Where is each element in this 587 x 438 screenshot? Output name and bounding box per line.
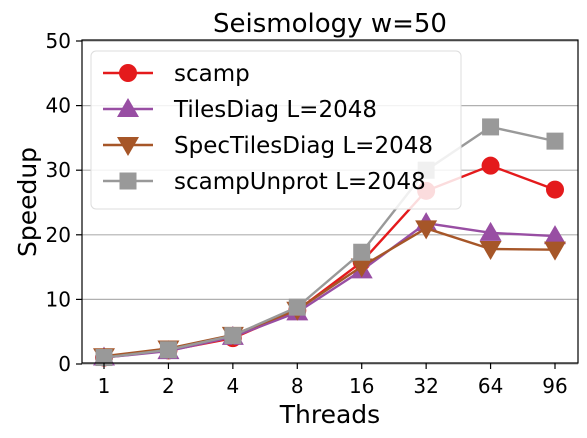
series-line-1 (103, 221, 556, 359)
y-tick-label-20: 20 (46, 223, 71, 247)
x-axis-label: Threads (279, 400, 380, 429)
data-point-1-7 (544, 225, 566, 245)
x-tick-label-8: 8 (291, 374, 304, 398)
y-axis-ticks: 0 10 20 30 40 50 (46, 29, 82, 376)
legend-marker-1 (117, 98, 139, 117)
data-point-2-7 (544, 241, 566, 261)
data-point-3-6 (482, 118, 500, 136)
data-point-3-7 (546, 132, 564, 150)
data-point-3-3 (288, 298, 306, 316)
data-point-0-7 (546, 180, 564, 199)
series-line-3 (103, 125, 556, 359)
x-tick-label-4: 4 (226, 374, 239, 398)
data-point-3-0 (95, 349, 113, 367)
legend: scamp TilesDiag L=2048 SpecTilesDiag L=204… (90, 50, 462, 210)
data-point-3-2 (224, 327, 242, 345)
x-tick-label-96: 96 (542, 374, 567, 398)
legend-label-2: SpecTilesDiag L=2048 (174, 133, 433, 159)
plot-frame (81, 39, 579, 364)
data-point-0-6 (481, 156, 500, 175)
y-axis-label: Speedup (13, 147, 42, 257)
data-point-2-5 (415, 220, 438, 240)
legend-label-3: scampUnprot L=2048 (174, 169, 426, 195)
y-tick-label-40: 40 (46, 94, 71, 118)
series-layer (93, 118, 566, 368)
legend-label-1: TilesDiag L=2048 (173, 97, 377, 123)
data-point-1-6 (479, 221, 502, 241)
x-axis-ticks: 1 2 4 8 16 32 64 96 (98, 363, 568, 398)
legend-marker-0 (119, 64, 137, 82)
y-tick-label-50: 50 (46, 29, 71, 53)
x-tick-label-64: 64 (478, 374, 503, 398)
series-3 (95, 118, 564, 367)
y-tick-label-30: 30 (46, 158, 71, 182)
legend-marker-3 (119, 172, 137, 190)
x-tick-label-32: 32 (413, 374, 438, 398)
data-point-3-4 (353, 243, 371, 261)
data-point-2-6 (479, 241, 502, 261)
y-tick-label-10: 10 (46, 287, 71, 311)
x-tick-label-1: 1 (98, 374, 111, 398)
x-tick-label-16: 16 (349, 374, 374, 398)
legend-label-0: scamp (174, 61, 250, 87)
y-tick-label-0: 0 (58, 352, 71, 376)
data-point-2-4 (350, 258, 373, 278)
legend-box (90, 50, 462, 210)
x-tick-label-2: 2 (162, 374, 175, 398)
chart-title: Seismology w=50 (213, 9, 447, 39)
data-point-3-1 (159, 341, 177, 359)
legend-marker-2 (117, 137, 139, 156)
